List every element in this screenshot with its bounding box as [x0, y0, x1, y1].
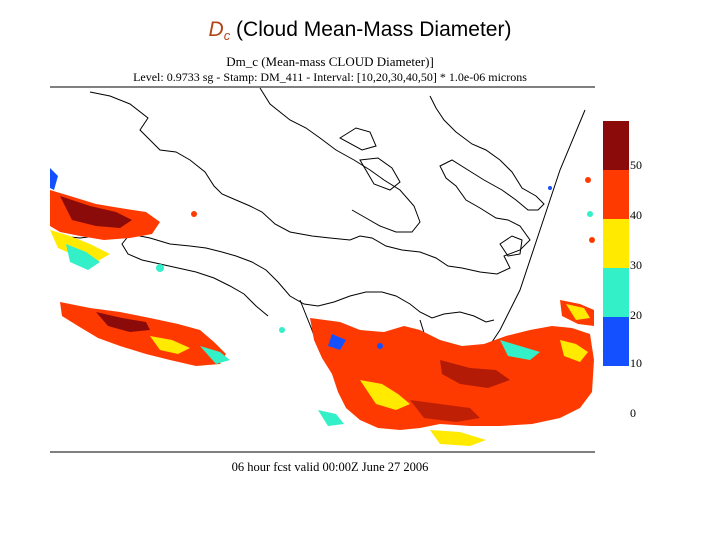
plot-header-info: Level: 0.9733 sg - Stamp: DM_411 - Inter…	[133, 70, 527, 84]
colorbar-label-40: 40	[630, 208, 642, 222]
colorbar	[603, 121, 629, 366]
colorbar-segment-1	[603, 170, 629, 219]
plot-header-title: Dm_c (Mean-mass CLOUD Diameter)]	[226, 54, 434, 69]
colorbar-segment-3	[603, 268, 629, 317]
cloud-diameter-field	[50, 168, 595, 446]
colorbar-segment-2	[603, 219, 629, 268]
title-symbol: D	[208, 18, 224, 41]
map-coastlines	[59, 87, 586, 377]
slide-title: Dc (Cloud Mean-Mass Diameter)	[0, 18, 720, 43]
forecast-valid-time: 06 hour fcst valid 00:00Z June 27 2006	[231, 460, 429, 474]
colorbar-label-20: 20	[630, 308, 642, 322]
colorbar-segment-0	[603, 121, 629, 170]
colorbar-segment-4	[603, 317, 629, 366]
colorbar-label-30: 30	[630, 258, 642, 272]
title-subscript: c	[223, 28, 231, 43]
title-text: (Cloud Mean-Mass Diameter)	[230, 18, 512, 41]
colorbar-label-0: 0	[630, 406, 636, 420]
colorbar-label-10: 10	[630, 356, 642, 370]
colorbar-label-50: 50	[630, 158, 642, 172]
